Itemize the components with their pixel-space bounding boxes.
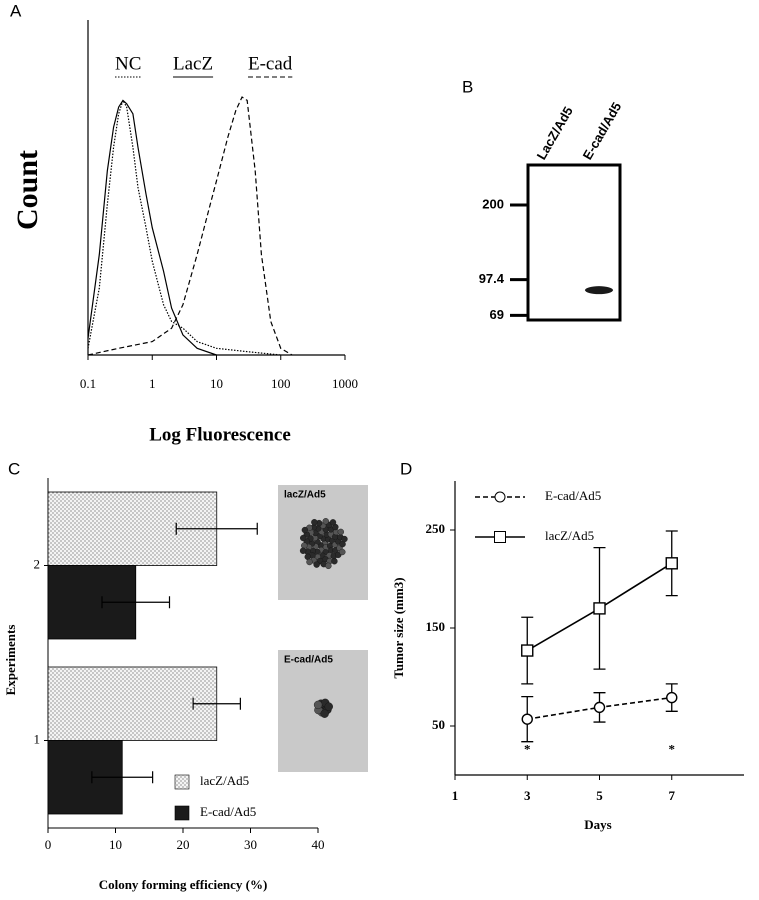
marker-label: 97.4 xyxy=(479,271,505,286)
colony-cell xyxy=(306,558,313,566)
x-tick-label: 7 xyxy=(669,788,676,803)
legend-marker xyxy=(494,531,506,543)
marker xyxy=(593,602,606,615)
legend-label: lacZ/Ad5 xyxy=(545,528,594,543)
colony-cell xyxy=(341,535,348,543)
x-tick-label: 5 xyxy=(596,788,603,803)
error-bar xyxy=(101,596,171,609)
band xyxy=(585,286,613,295)
marker xyxy=(521,713,533,725)
colony-cell xyxy=(324,702,333,711)
x-tick-label: 3 xyxy=(524,788,531,803)
legend-label: lacZ/Ad5 xyxy=(200,773,249,788)
blot-frame xyxy=(526,163,622,322)
series-line xyxy=(87,99,217,356)
lane-label: LacZ/Ad5 xyxy=(534,104,576,162)
colony-cell xyxy=(322,518,329,525)
series-line xyxy=(87,98,281,356)
photo-label: E-cad/Ad5 xyxy=(284,655,333,666)
y-axis-label: Experiments xyxy=(3,625,18,696)
panel-letter: C xyxy=(8,459,20,478)
x-tick-label: 1 xyxy=(149,376,156,391)
x-tick-label: 1000 xyxy=(332,376,358,391)
marker-label: 200 xyxy=(482,196,504,211)
colony-cell xyxy=(313,561,320,568)
colony-cell xyxy=(331,558,338,565)
lane-label: E-cad/Ad5 xyxy=(580,100,625,163)
legend-label: E-cad xyxy=(248,53,293,74)
colony-cell xyxy=(301,526,309,534)
error-bar xyxy=(175,522,258,535)
bar xyxy=(47,666,218,741)
panel-letter: A xyxy=(10,1,22,20)
marker xyxy=(593,701,606,714)
photo-label: lacZ/Ad5 xyxy=(284,490,326,501)
marker xyxy=(666,691,678,704)
annotation: * xyxy=(524,741,531,756)
error-bar xyxy=(91,771,154,784)
y-tick-label: 2 xyxy=(34,556,41,571)
x-tick-label: 0.1 xyxy=(80,376,96,391)
x-tick-label: 0 xyxy=(45,837,52,852)
colony-cell xyxy=(325,562,332,570)
colony-cell xyxy=(301,542,308,549)
legend-swatch xyxy=(174,805,190,821)
legend-label: NC xyxy=(115,53,141,74)
colony-cell xyxy=(311,518,318,526)
panel-letter: D xyxy=(400,459,412,478)
annotation: * xyxy=(669,741,676,756)
colony-cell xyxy=(339,548,346,556)
x-tick-label: 40 xyxy=(312,837,325,852)
x-tick-label: 20 xyxy=(177,837,190,852)
panel-letter: B xyxy=(462,77,473,96)
marker-label: 69 xyxy=(490,307,504,322)
legend-marker xyxy=(494,491,506,503)
marker xyxy=(665,557,678,570)
y-tick-label: 50 xyxy=(432,717,445,732)
colony-cell xyxy=(329,519,337,526)
error-bar xyxy=(192,697,241,710)
legend-label: LacZ xyxy=(173,53,213,74)
y-tick-label: 1 xyxy=(34,731,41,746)
x-axis-label: Log Fluorescence xyxy=(149,424,291,445)
y-tick-label: 150 xyxy=(426,619,446,634)
x-axis-label: Colony forming efficiency (%) xyxy=(99,877,268,892)
series-line xyxy=(87,96,293,356)
marker xyxy=(521,644,534,657)
colony-cell xyxy=(300,534,307,542)
colony-cell xyxy=(320,709,329,718)
x-tick-label: 10 xyxy=(109,837,122,852)
x-tick-label: 30 xyxy=(244,837,257,852)
legend-label: E-cad/Ad5 xyxy=(200,804,256,819)
legend-label: E-cad/Ad5 xyxy=(545,488,601,503)
x-tick-label: 1 xyxy=(452,788,459,803)
legend-swatch xyxy=(174,774,190,790)
x-axis-label: Days xyxy=(584,817,611,832)
y-tick-label: 250 xyxy=(426,521,446,536)
colony-cell xyxy=(313,700,323,710)
y-axis-label: Count xyxy=(11,150,44,230)
x-tick-label: 10 xyxy=(210,376,223,391)
colony-cell xyxy=(337,528,344,536)
y-axis-label: Tumor size (mm3) xyxy=(391,577,406,678)
x-tick-label: 100 xyxy=(271,376,291,391)
colony-cell xyxy=(299,547,307,554)
